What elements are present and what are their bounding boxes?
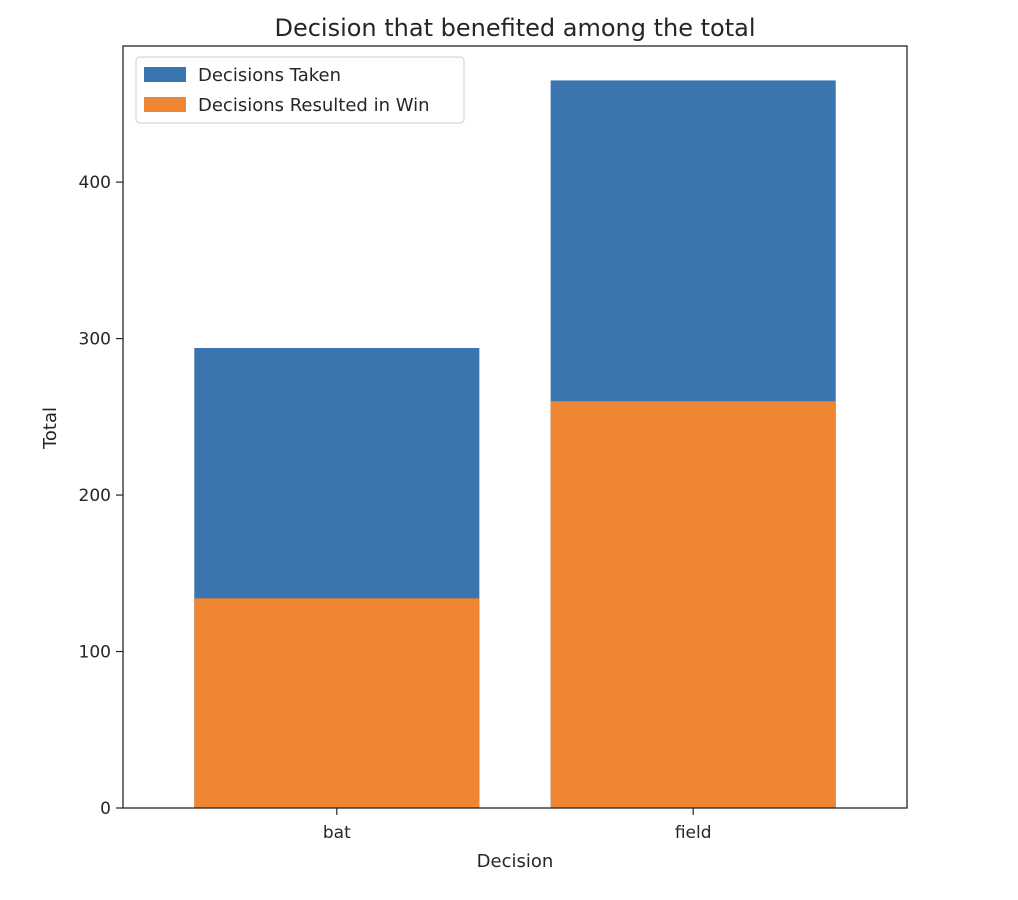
legend-swatch bbox=[144, 97, 186, 112]
bars-layer bbox=[194, 80, 836, 809]
y-tick-label: 0 bbox=[100, 799, 111, 819]
y-tick-label: 200 bbox=[79, 486, 111, 506]
legend: Decisions Taken Decisions Resulted in Win bbox=[135, 56, 465, 124]
bar-field-series-1 bbox=[550, 401, 836, 808]
x-tick-label: field bbox=[675, 823, 712, 843]
bar-bat-series-1 bbox=[194, 598, 480, 808]
legend-label: Decisions Taken bbox=[198, 65, 341, 86]
legend-swatch bbox=[144, 67, 186, 82]
axes-layer: 0 100 200 300 400 bat field bbox=[79, 45, 908, 843]
x-axis-label: Decision bbox=[477, 851, 554, 872]
y-axis-label: Total bbox=[40, 407, 61, 450]
plot-frame bbox=[122, 45, 908, 809]
y-tick-label: 400 bbox=[79, 173, 111, 193]
legend-box bbox=[135, 56, 465, 124]
chart-title: Decision that benefited among the total bbox=[274, 14, 755, 42]
x-tick-label: bat bbox=[323, 823, 351, 843]
legend-label: Decisions Resulted in Win bbox=[198, 95, 430, 116]
y-tick-label: 100 bbox=[79, 643, 111, 663]
y-tick-label: 300 bbox=[79, 330, 111, 350]
